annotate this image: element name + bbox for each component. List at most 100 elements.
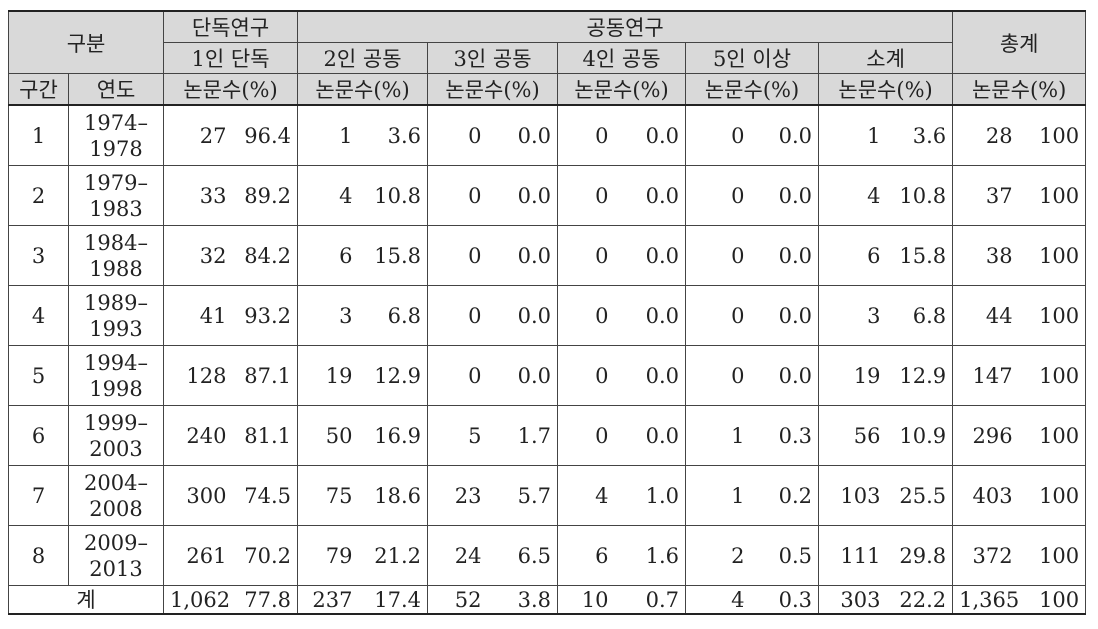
value-cell: 15.8 [886, 225, 954, 286]
year-line: 1974– [84, 110, 148, 135]
value-cell: 1 [685, 405, 751, 466]
year-cell: 1974– 1978 [67, 104, 165, 166]
value-cell: 32 [163, 225, 233, 286]
data-table: 구분 단독연구 공동연구 총계 1인 단독 2인 공동 3인 공동 4인 공동 5인 이… [7, 10, 1087, 615]
header-cell: 총계 [952, 10, 1087, 74]
year-line: 1979– [84, 170, 148, 195]
header-cell: 논문수(%) [427, 73, 559, 106]
value-cell: 23 [427, 465, 488, 526]
header-cell: 구간 [8, 73, 69, 106]
value-cell: 79 [297, 525, 359, 586]
value-cell: 74.5 [232, 465, 299, 526]
value-cell: 100 [1018, 465, 1087, 526]
value-cell: 87.1 [232, 345, 299, 406]
header-cell: 논문수(%) [297, 73, 429, 106]
value-cell: 300 [163, 465, 233, 526]
value-cell: 0.0 [487, 225, 559, 286]
header-cell: 소계 [818, 42, 954, 74]
value-cell: 93.2 [232, 285, 299, 346]
value-cell: 38 [952, 225, 1019, 286]
value-cell: 103 [818, 465, 887, 526]
value-cell: 6 [297, 225, 359, 286]
table-row: 6 1999– 2003 240 81.1 50 16.9 5 1.7 0 0.0 1 0.3 56 10.… [8, 405, 1087, 466]
value-cell: 237 [297, 585, 359, 615]
year-cell: 1984– 1988 [67, 225, 165, 286]
value-cell: 24 [427, 525, 488, 586]
year-line: 1988 [89, 256, 143, 281]
header-cell: 5인 이상 [685, 42, 820, 74]
value-cell: 21.2 [358, 525, 429, 586]
interval-cell: 5 [8, 345, 69, 406]
value-cell: 19 [297, 345, 359, 406]
value-cell: 0 [427, 165, 488, 226]
value-cell: 6 [557, 525, 615, 586]
value-cell: 261 [163, 525, 233, 586]
value-cell: 0 [427, 285, 488, 346]
value-cell: 0.0 [487, 345, 559, 406]
value-cell: 0.0 [487, 165, 559, 226]
value-cell: 0 [427, 104, 488, 166]
value-cell: 27 [163, 104, 233, 166]
interval-cell: 8 [8, 525, 69, 586]
value-cell: 1,365 [952, 585, 1019, 615]
value-cell: 10.8 [886, 165, 954, 226]
value-cell: 1.0 [614, 465, 687, 526]
value-cell: 100 [1018, 104, 1087, 166]
value-cell: 41 [163, 285, 233, 346]
value-cell: 0.0 [750, 225, 820, 286]
header-cell: 4인 공동 [557, 42, 687, 74]
value-cell: 70.2 [232, 525, 299, 586]
value-cell: 0 [427, 225, 488, 286]
value-cell: 0.0 [750, 345, 820, 406]
value-cell: 18.6 [358, 465, 429, 526]
value-cell: 3 [818, 285, 887, 346]
header-cell: 연도 [67, 73, 165, 106]
value-cell: 111 [818, 525, 887, 586]
value-cell: 1 [685, 465, 751, 526]
value-cell: 240 [163, 405, 233, 466]
value-cell: 6.8 [886, 285, 954, 346]
year-line: 1993 [89, 316, 143, 341]
table-row: 8 2009– 2013 261 70.2 79 21.2 24 6.5 6 1.6 2 0.5 111 2… [8, 525, 1087, 586]
year-cell: 2009– 2013 [67, 525, 165, 586]
table-header: 구분 단독연구 공동연구 총계 1인 단독 2인 공동 3인 공동 4인 공동 5인 이… [7, 10, 1087, 106]
header-cell: 논문수(%) [685, 73, 820, 106]
value-cell: 372 [952, 525, 1019, 586]
value-cell: 75 [297, 465, 359, 526]
value-cell: 0.0 [750, 165, 820, 226]
value-cell: 4 [685, 585, 751, 615]
header-cell: 단독연구 [163, 10, 299, 43]
total-label: 계 [7, 585, 165, 615]
value-cell: 37 [952, 165, 1019, 226]
value-cell: 0 [685, 225, 751, 286]
value-cell: 10.9 [886, 405, 954, 466]
value-cell: 0 [557, 345, 615, 406]
value-cell: 0.0 [614, 165, 687, 226]
interval-cell: 7 [8, 465, 69, 526]
value-cell: 52 [427, 585, 488, 615]
table-row: 7 2004– 2008 300 74.5 75 18.6 23 5.7 4 1.0 1 0.2 103 2… [8, 465, 1087, 526]
value-cell: 25.5 [886, 465, 954, 526]
value-cell: 0.7 [614, 585, 687, 615]
value-cell: 15.8 [358, 225, 429, 286]
value-cell: 128 [163, 345, 233, 406]
interval-cell: 1 [8, 104, 69, 166]
value-cell: 0.0 [750, 285, 820, 346]
value-cell: 22.2 [886, 585, 954, 615]
value-cell: 2 [685, 525, 751, 586]
value-cell: 56 [818, 405, 887, 466]
value-cell: 77.8 [232, 585, 299, 615]
year-line: 2008 [89, 496, 143, 521]
header-cell: 논문수(%) [557, 73, 687, 106]
value-cell: 29.8 [886, 525, 954, 586]
value-cell: 4 [297, 165, 359, 226]
value-cell: 1 [297, 104, 359, 166]
value-cell: 100 [1018, 165, 1087, 226]
header-cell: 3인 공동 [427, 42, 559, 74]
value-cell: 0 [557, 104, 615, 166]
value-cell: 0 [427, 345, 488, 406]
value-cell: 0 [557, 165, 615, 226]
value-cell: 10.8 [358, 165, 429, 226]
header-cell: 논문수(%) [163, 73, 299, 106]
header-cell: 구분 [7, 10, 165, 74]
